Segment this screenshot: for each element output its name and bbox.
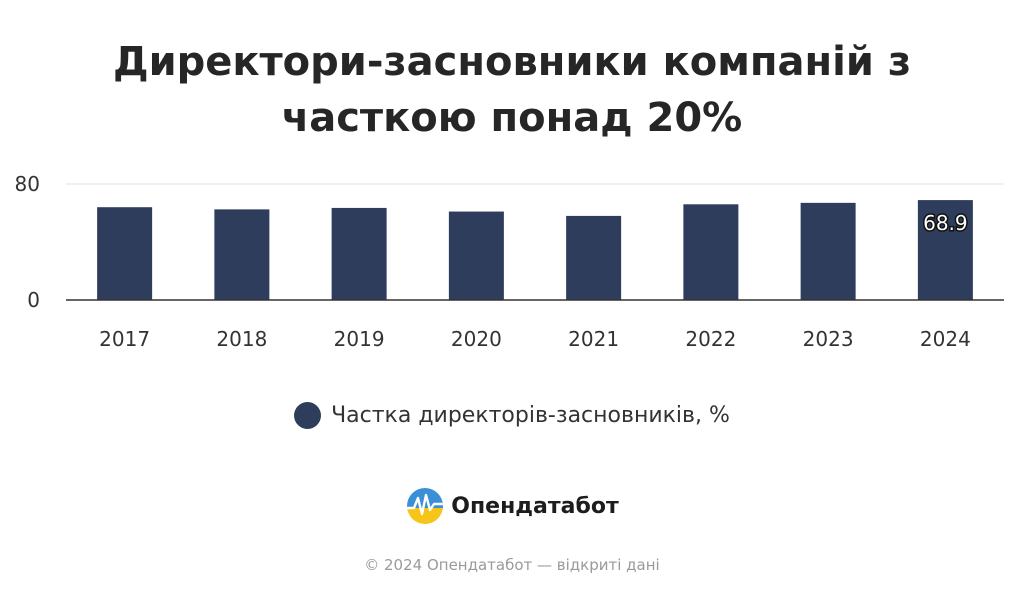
bar: [214, 209, 270, 300]
data-label: 68.9: [923, 211, 968, 235]
brand: Опендатабот: [0, 486, 1024, 526]
legend-swatch: [294, 402, 322, 429]
brand-name: Опендатабот: [451, 493, 619, 519]
x-tick-label: 2020: [451, 327, 502, 351]
y-tick-label: 80: [15, 172, 40, 196]
x-tick-label: 2022: [685, 327, 736, 351]
chart-title-line-1: Директори-засновники компаній з: [112, 39, 912, 85]
chart-title-line-2: часткою понад 20%: [281, 95, 743, 141]
bar: [683, 204, 739, 300]
chart-legend: Частка директорів-засновників, %: [0, 402, 1024, 429]
bar: [331, 207, 387, 300]
bar: [97, 207, 153, 300]
x-tick-label: 2023: [803, 327, 854, 351]
bar: [800, 202, 856, 300]
bar: [448, 211, 504, 300]
x-tick-label: 2019: [334, 327, 385, 351]
opendatabot-logo-icon: [407, 488, 444, 524]
bar: [566, 215, 622, 300]
footer-copyright: © 2024 Опендатабот — відкриті дані: [364, 556, 660, 574]
x-tick-label: 2017: [99, 327, 150, 351]
x-tick-label: 2021: [568, 327, 619, 351]
chart-title: Директори-засновники компаній з часткою …: [0, 34, 1024, 146]
legend-label: Частка директорів-засновників, %: [331, 403, 730, 428]
y-tick-label: 0: [27, 288, 40, 312]
bar: [917, 200, 973, 300]
x-tick-label: 2024: [920, 327, 971, 351]
x-tick-label: 2018: [216, 327, 267, 351]
bar-chart: 0 80 2017 2018 2019 2020 2021 2022 2023 2024 68.9: [15, 172, 1004, 351]
